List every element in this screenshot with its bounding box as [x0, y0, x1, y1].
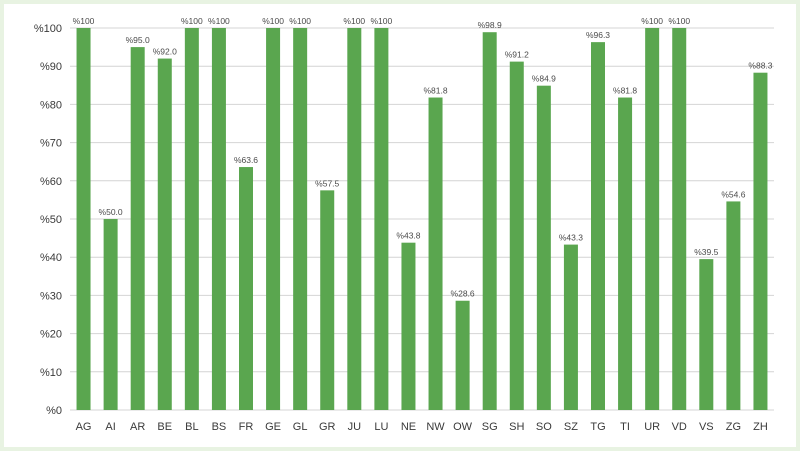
data-label: %57.5 — [315, 178, 339, 188]
data-label: %100 — [641, 16, 663, 26]
x-tick-label: GR — [319, 421, 336, 433]
bar — [374, 28, 389, 410]
data-label: %50.0 — [99, 207, 123, 217]
x-tick-label: LU — [374, 421, 388, 433]
data-label: %100 — [343, 16, 365, 26]
data-label: %63.6 — [234, 155, 258, 165]
data-label: %39.5 — [694, 247, 718, 257]
bar — [618, 97, 633, 411]
bar — [293, 28, 308, 410]
bar — [211, 28, 226, 410]
bar — [103, 219, 118, 410]
bar — [320, 190, 335, 410]
data-label: %96.3 — [586, 30, 610, 40]
x-tick-label: AR — [130, 421, 145, 433]
x-tick-label: BS — [212, 421, 227, 433]
bar — [184, 28, 199, 410]
y-axis-tick-labels: %0 %10 %20 %30 %40 %50 %60 %70 %80 %90 %100 — [34, 23, 62, 417]
data-label: %100 — [181, 16, 203, 26]
data-label: %100 — [289, 16, 311, 26]
bar — [672, 28, 687, 410]
x-tick-label: UR — [644, 421, 660, 433]
y-tick-label: %10 — [40, 367, 62, 379]
gridlines — [70, 27, 774, 411]
data-label: %92.0 — [153, 47, 177, 57]
bar — [536, 85, 551, 410]
bar — [482, 32, 497, 411]
y-tick-label: %70 — [40, 138, 62, 150]
bar — [699, 259, 714, 410]
bar — [455, 300, 470, 410]
x-tick-label: AI — [105, 421, 115, 433]
x-tick-label: ZH — [753, 421, 768, 433]
x-tick-label: ZG — [726, 421, 741, 433]
bar — [563, 244, 578, 410]
y-tick-label: %30 — [40, 290, 62, 302]
x-tick-label: TI — [620, 421, 630, 433]
x-tick-label: BE — [157, 421, 172, 433]
y-tick-label: %100 — [34, 23, 62, 35]
bar — [726, 201, 741, 410]
x-tick-label: OW — [453, 421, 473, 433]
x-tick-label: BL — [185, 421, 198, 433]
data-label: %43.3 — [559, 233, 583, 243]
x-tick-label: SO — [536, 421, 552, 433]
x-tick-label: VD — [672, 421, 687, 433]
y-tick-label: %60 — [40, 176, 62, 188]
y-tick-label: %40 — [40, 252, 62, 264]
data-label: %100 — [668, 16, 690, 26]
data-labels: %100 %50.0 %95.0%92.0 %100 %100 %63.6 %100 %100… — [73, 16, 773, 299]
data-label: %91.2 — [505, 50, 529, 60]
y-tick-label: %0 — [46, 405, 62, 417]
data-label: %95.0 — [126, 35, 150, 45]
bar — [347, 28, 362, 410]
data-label: %54.6 — [721, 189, 745, 199]
y-tick-label: %20 — [40, 329, 62, 341]
data-label: %81.8 — [423, 86, 447, 96]
data-label: %84.9 — [532, 74, 556, 84]
data-label: %100 — [208, 16, 230, 26]
bars — [76, 28, 768, 411]
data-label: %100 — [73, 16, 95, 26]
data-label: %98.9 — [478, 20, 502, 30]
y-tick-label: %90 — [40, 61, 62, 73]
x-tick-label: SH — [509, 421, 524, 433]
data-label: %100 — [262, 16, 284, 26]
x-axis-tick-labels: AG AI AR BE BL BS FR GE GL GR JU LU NE NW OW SG SH SO SZ TG… — [76, 421, 768, 433]
data-label: %43.8 — [396, 231, 420, 241]
x-tick-label: JU — [348, 421, 362, 433]
data-label: %100 — [371, 16, 393, 26]
y-tick-label: %80 — [40, 99, 62, 111]
bar — [239, 167, 253, 410]
bar — [76, 28, 91, 410]
bar — [753, 72, 768, 410]
x-tick-label: NW — [426, 421, 445, 433]
chart-frame: %0 %10 %20 %30 %40 %50 %60 %70 %80 %90 %100 %100 %5… — [4, 4, 796, 447]
bar — [130, 47, 145, 410]
x-tick-label: TG — [590, 421, 605, 433]
bar — [509, 61, 524, 411]
x-tick-label: GE — [265, 421, 281, 433]
x-tick-label: SG — [482, 421, 498, 433]
x-tick-label: AG — [76, 421, 92, 433]
x-tick-label: NE — [401, 421, 416, 433]
y-tick-label: %50 — [40, 214, 62, 226]
data-label: %81.8 — [613, 86, 637, 96]
x-tick-label: FR — [239, 421, 254, 433]
x-tick-label: GL — [293, 421, 308, 433]
bar — [157, 58, 172, 411]
bar — [401, 242, 416, 410]
bar — [266, 28, 281, 410]
bar-chart: %0 %10 %20 %30 %40 %50 %60 %70 %80 %90 %100 %100 %5… — [34, 16, 774, 433]
bar — [591, 42, 605, 410]
bar — [645, 28, 660, 410]
data-label: %28.6 — [451, 289, 475, 299]
x-tick-label: SZ — [564, 421, 578, 433]
x-tick-label: VS — [699, 421, 714, 433]
data-label: %88.3 — [748, 61, 772, 71]
bar — [428, 97, 443, 411]
